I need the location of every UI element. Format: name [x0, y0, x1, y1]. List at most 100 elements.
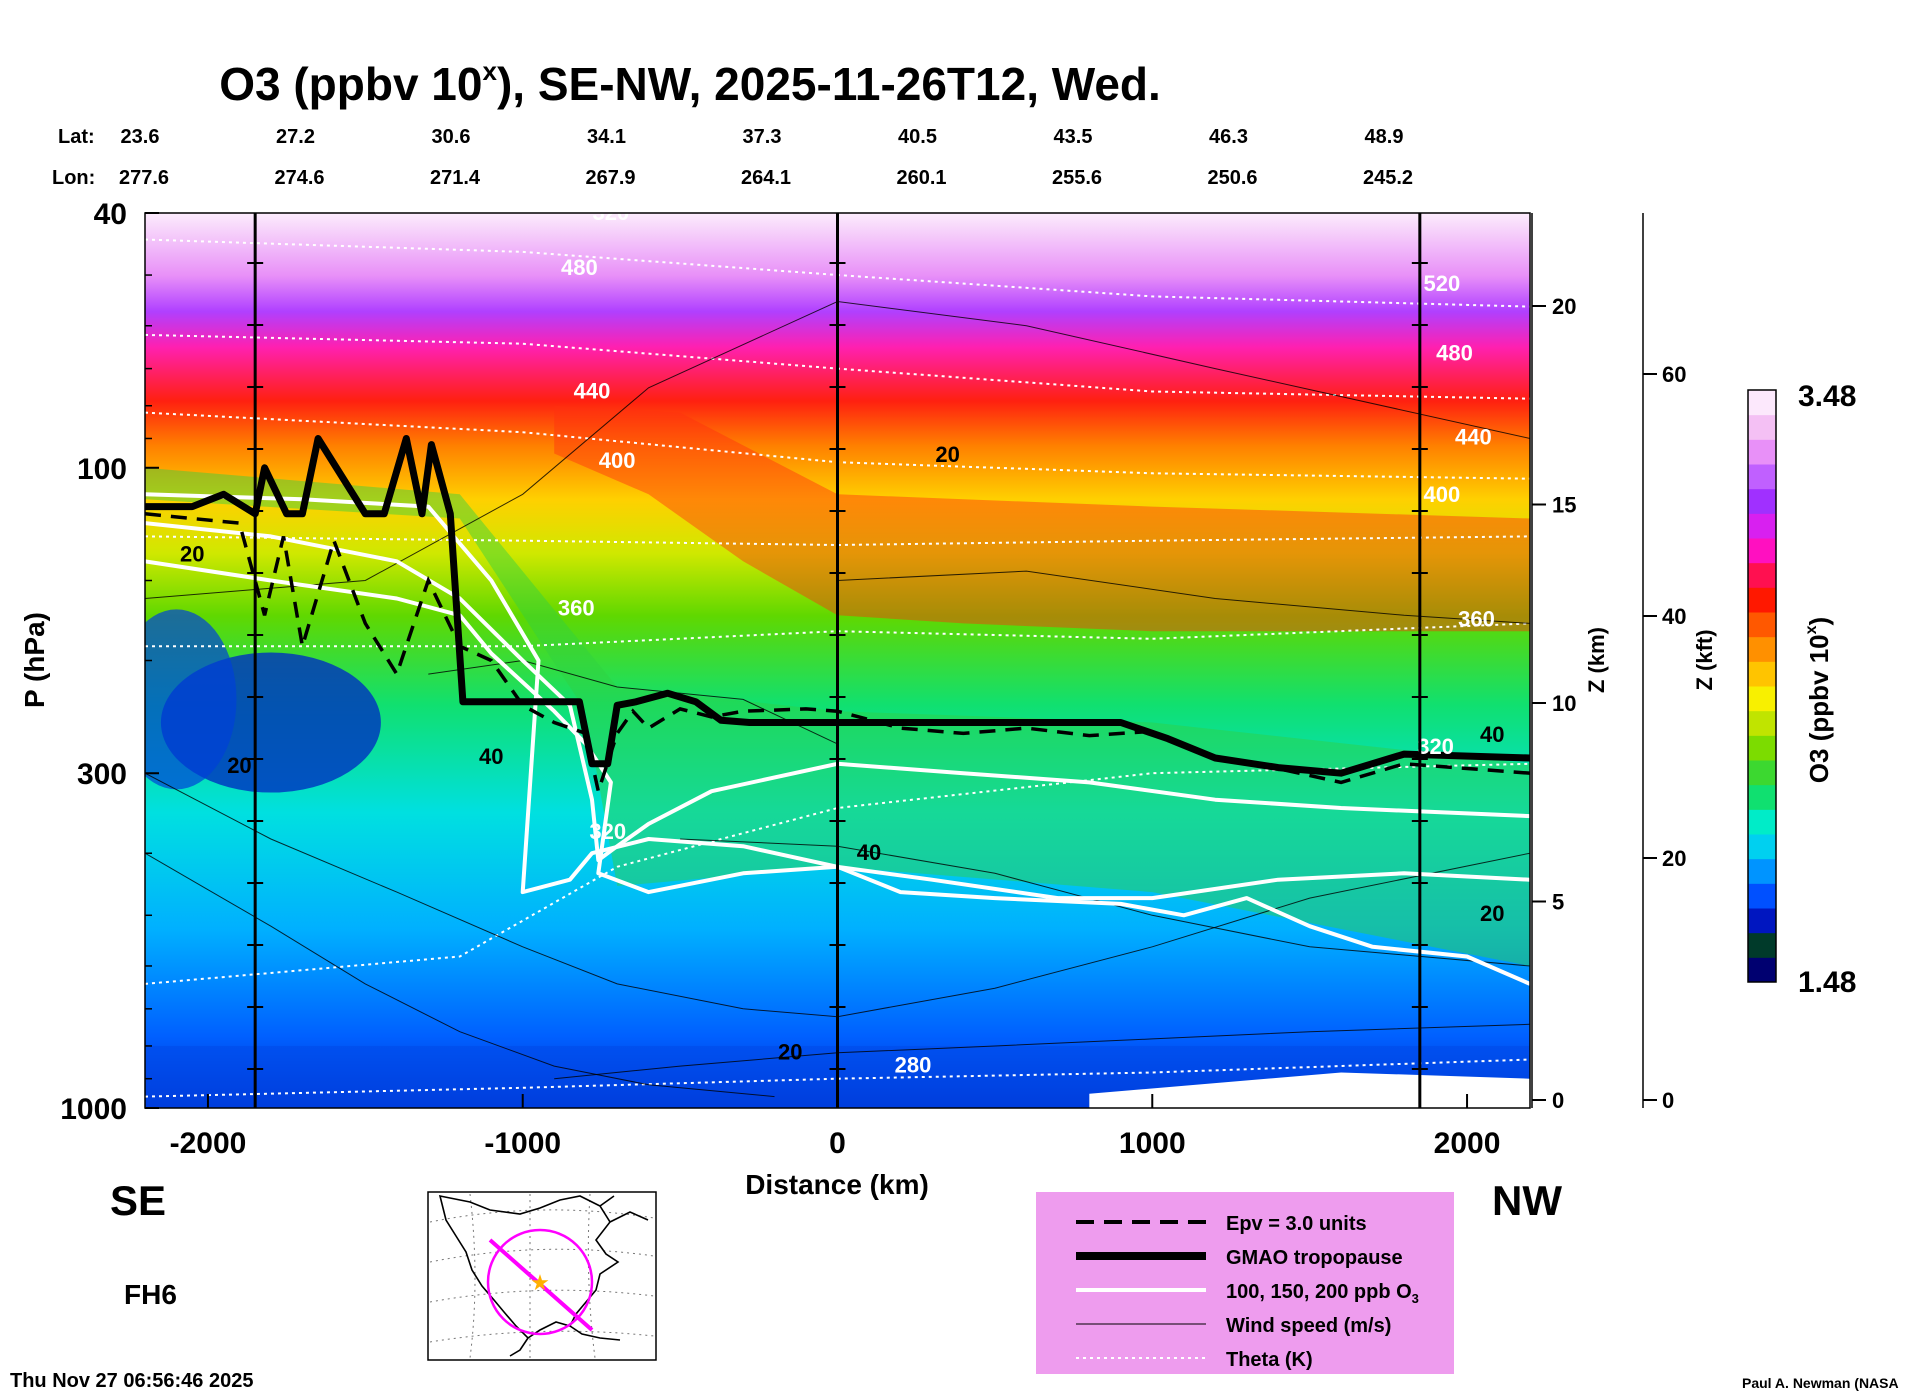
field-patch-lowo3	[145, 609, 237, 790]
pressure-axis: 1000 300 100 40	[60, 198, 159, 1126]
z-km-tick-label: 10	[1552, 691, 1576, 716]
forecast-hour: FH6	[124, 1279, 177, 1310]
wind-contour-label: 40	[479, 744, 503, 769]
colorbar-segment	[1748, 612, 1776, 638]
tropopause-line	[145, 435, 1530, 777]
theta-contour-label: 520	[1424, 271, 1461, 296]
theta-contour-label: 480	[561, 255, 598, 280]
colorbar-segment	[1748, 784, 1776, 810]
legend: Epv = 3.0 units GMAO tropopause 100, 150, …	[1036, 1192, 1454, 1374]
x-tick-label: 0	[829, 1127, 846, 1160]
lon-value: 250.6	[1207, 167, 1257, 189]
colorbar-segment	[1748, 414, 1776, 440]
z-km-label: Z (km)	[1584, 627, 1609, 693]
colorbar-segment	[1748, 710, 1776, 736]
lon-value: 264.1	[741, 167, 791, 189]
lat-value: 48.9	[1365, 126, 1404, 148]
colorbar-segment	[1748, 686, 1776, 712]
colorbar-segment	[1748, 636, 1776, 662]
colorbar-segment	[1748, 562, 1776, 588]
map-center-star-icon: ★	[530, 1270, 550, 1295]
wind-contour	[554, 1023, 1530, 1080]
plot-area: 20 20 40 40 20 20 20 40 280 320 360 400 440 480 320 320…	[145, 200, 1530, 1108]
contour-labels: 20 20 40 40 20 20 20 40 280 320 360 400 440 480 320 320…	[180, 200, 1504, 1077]
lat-value: 40.5	[898, 126, 937, 148]
map-graticule	[429, 1193, 655, 1359]
wind-contour	[837, 570, 1530, 624]
map-range-circle	[486, 1228, 594, 1336]
lat-value: 34.1	[587, 126, 626, 148]
colorbar-segment	[1748, 760, 1776, 786]
wind-contour-label: 20	[778, 1040, 802, 1065]
legend-label: Epv = 3.0 units	[1226, 1213, 1367, 1235]
theta-contour-label: 400	[1424, 482, 1461, 507]
colorbar-segment	[1748, 488, 1776, 514]
colorbar-segment	[1748, 661, 1776, 687]
theta-contour-label: 480	[1436, 341, 1473, 366]
colorbar-segment	[1748, 908, 1776, 934]
theta-contour-label: 400	[599, 448, 636, 473]
map-coastline	[438, 1194, 649, 1357]
colorbar-segment	[1748, 883, 1776, 909]
lon-value: 260.1	[896, 167, 946, 189]
lat-value: 23.6	[121, 126, 160, 148]
wind-contour	[145, 852, 775, 1098]
colorbar-frame	[1747, 389, 1777, 983]
wind-contour-label: 20	[935, 442, 959, 467]
legend-label: Theta (K)	[1226, 1349, 1313, 1371]
timestamp: Thu Nov 27 06:56:46 2025	[10, 1370, 253, 1392]
inset-map: ★	[427, 1191, 657, 1361]
colorbar-segment	[1748, 858, 1776, 884]
z-km-tick-label: 0	[1552, 1088, 1564, 1113]
lat-value: 30.6	[432, 126, 471, 148]
credit: Paul A. Newman (NASA	[1742, 1375, 1899, 1391]
y-tick-label: 40	[94, 198, 127, 231]
z-kft-axis: 0 20 40 60	[1643, 362, 1686, 1113]
y-axis-label: P (hPa)	[19, 612, 50, 708]
chart-title: O3 (ppbv 10x), SE-NW, 2025-11-26T12, Wed…	[219, 56, 1161, 110]
z-km-tick-label: 5	[1552, 890, 1564, 915]
legend-label: 100, 150, 200 ppb O3	[1226, 1281, 1419, 1306]
colorbar-segment	[1748, 464, 1776, 490]
wind-contour	[680, 838, 1530, 967]
legend-label: GMAO tropopause	[1226, 1247, 1403, 1269]
wind-contour	[145, 300, 1530, 599]
vertical-markers	[247, 213, 1428, 1108]
field-patch-ridge	[554, 405, 1530, 632]
x-tick-label: 2000	[1434, 1127, 1501, 1160]
legend-label: Wind speed (m/s)	[1226, 1315, 1391, 1337]
y-tick-label: 300	[77, 758, 127, 791]
colorbar-segment	[1748, 538, 1776, 564]
z-km-tick-label: 20	[1552, 294, 1576, 319]
colorbar-min-label: 1.48	[1798, 966, 1856, 999]
wind-contour-label: 20	[227, 753, 251, 778]
wind-contour	[145, 772, 1530, 1018]
theta-line	[145, 762, 1530, 985]
lat-value: 27.2	[276, 126, 315, 148]
theta-contour-label: 320	[593, 200, 630, 225]
x-tick-label: -1000	[484, 1127, 561, 1160]
colorbar-segment	[1748, 932, 1776, 958]
lat-value: 46.3	[1209, 126, 1248, 148]
z-kft-tick-label: 20	[1662, 846, 1686, 871]
z-kft-tick-label: 40	[1662, 604, 1686, 629]
colorbar-segment	[1748, 957, 1776, 983]
direction-se: SE	[110, 1177, 166, 1224]
epv-line	[145, 512, 1530, 798]
colorbar-segment	[1748, 587, 1776, 613]
colorbar-segment	[1748, 513, 1776, 539]
o3-contour	[145, 559, 1530, 901]
inset-map-frame	[427, 1191, 657, 1361]
lon-value: 274.6	[274, 167, 324, 189]
map-section-line	[488, 1238, 594, 1332]
wind-contour-label: 40	[857, 840, 881, 865]
theta-contour-label: 320	[589, 819, 626, 844]
wind-contour-label: 20	[180, 541, 204, 566]
z-kft-tick-label: 0	[1662, 1088, 1674, 1113]
lon-value: 245.2	[1363, 167, 1413, 189]
direction-nw: NW	[1492, 1177, 1562, 1224]
theta-contour-label: 280	[895, 1052, 932, 1077]
theta-contour-label: 360	[558, 595, 595, 620]
colorbar-segment	[1748, 390, 1776, 416]
